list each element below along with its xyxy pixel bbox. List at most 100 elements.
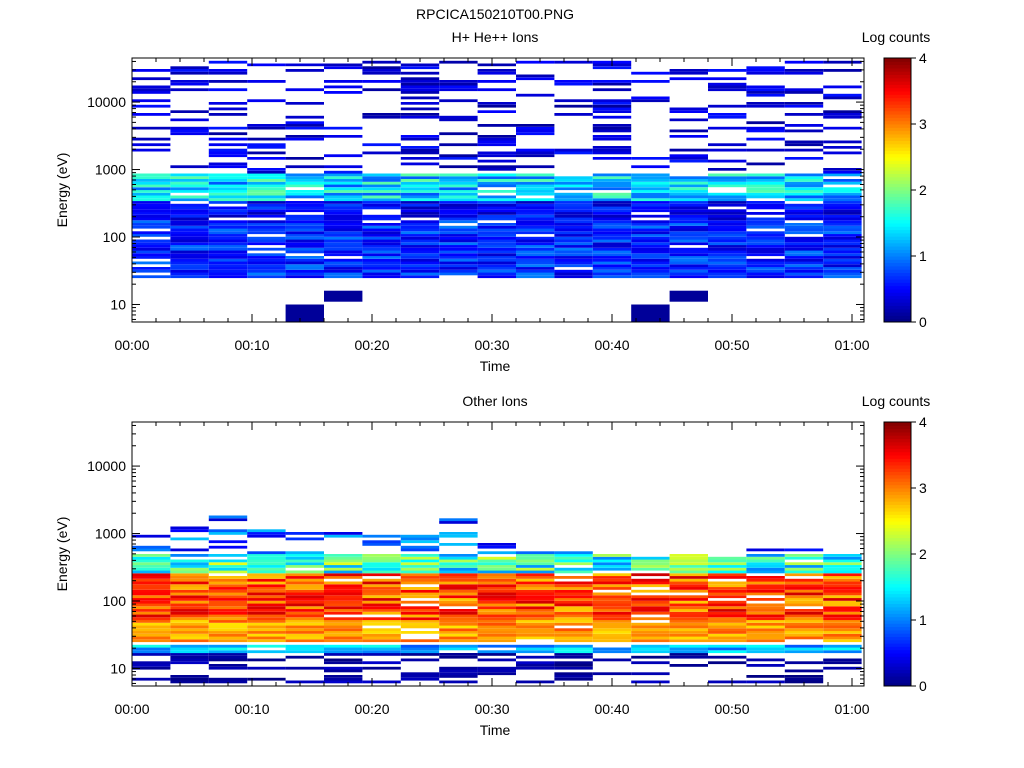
colorbar-segment (884, 620, 911, 624)
heatmap-cell (400, 206, 440, 210)
heatmap-cell (170, 269, 209, 273)
heatmap-cell (477, 633, 516, 637)
heatmap-cell (823, 565, 862, 568)
heatmap-cell (554, 620, 593, 623)
heatmap-cell (746, 617, 785, 621)
heatmap-cell (439, 201, 478, 204)
heatmap-cell (247, 223, 286, 226)
heatmap-cell (554, 264, 593, 268)
heatmap-cell (708, 636, 747, 640)
heatmap-cell (208, 239, 248, 243)
heatmap-cell (400, 203, 440, 207)
heatmap-cell (324, 587, 363, 590)
heatmap-cell (592, 261, 632, 265)
heatmap-cell (784, 209, 824, 213)
heatmap-cell (324, 267, 363, 270)
heatmap-cell (746, 578, 785, 582)
heatmap-cell (247, 256, 286, 259)
heatmap-cell (746, 592, 785, 596)
heatmap-cell (208, 264, 248, 268)
heatmap-cell (746, 66, 785, 70)
heatmap-cell (324, 565, 363, 568)
colorbar-segment (884, 527, 911, 532)
heatmap-cell (362, 587, 401, 590)
heatmap-cell (439, 532, 478, 535)
colorbar-segment (884, 232, 911, 237)
heatmap-cell (362, 650, 401, 654)
heatmap-cell (477, 217, 516, 221)
heatmap-cell (362, 556, 401, 560)
heatmap-cell (784, 184, 824, 188)
x-tick-label: 00:10 (234, 701, 269, 717)
heatmap-cell (247, 636, 286, 640)
heatmap-cell (708, 234, 747, 237)
heatmap-cell (132, 589, 171, 593)
heatmap-cell (516, 661, 555, 665)
heatmap-cell (592, 223, 632, 226)
heatmap-cell (746, 253, 785, 257)
heatmap-cell (823, 584, 862, 588)
heatmap-cell (746, 231, 785, 235)
heatmap-cell (362, 631, 401, 634)
heatmap-cell (746, 581, 785, 585)
heatmap-cell (592, 258, 632, 262)
heatmap-cell (362, 620, 401, 623)
heatmap-cell (746, 245, 785, 248)
heatmap-cell (516, 680, 555, 684)
colorbar-segment (884, 87, 911, 92)
heatmap-cell (477, 69, 516, 72)
heatmap-cell (784, 69, 824, 72)
heatmap-cell (285, 589, 324, 593)
heatmap-cell (285, 225, 324, 229)
heatmap-cell (477, 190, 516, 193)
heatmap-cell (631, 661, 670, 665)
heatmap-cell (554, 236, 593, 240)
heatmap-cell (285, 554, 324, 557)
heatmap-cell (592, 239, 632, 243)
heatmap-cell (170, 675, 209, 678)
heatmap-cell (477, 545, 516, 549)
heatmap-cell (208, 515, 248, 519)
heatmap-cell (285, 304, 324, 322)
heatmap-cell (746, 562, 785, 566)
heatmap-cell (324, 236, 363, 240)
heatmap-cell (516, 154, 555, 158)
heatmap-cell (170, 631, 209, 634)
heatmap-cell (784, 190, 824, 193)
heatmap-cell (669, 573, 708, 577)
colorbar-segment (884, 246, 911, 250)
heatmap-cell (400, 201, 440, 204)
heatmap-cell (477, 253, 516, 257)
heatmap-cell (208, 126, 248, 130)
colorbar-tick-label: 0 (919, 678, 927, 694)
heatmap-cell (516, 275, 555, 279)
heatmap-cell (285, 176, 324, 179)
heatmap-cell (669, 264, 708, 268)
heatmap-cell (784, 636, 824, 640)
heatmap-cell (631, 633, 670, 637)
heatmap-cell (208, 529, 248, 533)
heatmap-cell (554, 234, 593, 237)
heatmap-cell (708, 592, 747, 596)
heatmap-cell (669, 225, 708, 229)
heatmap-cell (400, 253, 440, 257)
heatmap-cell (554, 256, 593, 259)
heatmap-cell (170, 110, 209, 113)
heatmap-cell (439, 675, 478, 678)
heatmap-cell (285, 587, 324, 590)
heatmap-cell (823, 220, 862, 224)
heatmap-cell (784, 176, 824, 179)
heatmap-cell (208, 589, 248, 593)
y-tick-label: 10000 (87, 94, 126, 110)
heatmap-cell (132, 181, 171, 185)
heatmap-cell (400, 212, 440, 215)
heatmap-cell (247, 677, 286, 681)
heatmap-cell (439, 60, 478, 64)
heatmap-cell (208, 173, 248, 177)
heatmap-cell (516, 225, 555, 229)
heatmap-cell (631, 631, 670, 634)
heatmap-cell (170, 176, 209, 179)
heatmap-cell (208, 258, 248, 262)
heatmap-cell (823, 198, 862, 202)
heatmap-cell (516, 606, 555, 610)
